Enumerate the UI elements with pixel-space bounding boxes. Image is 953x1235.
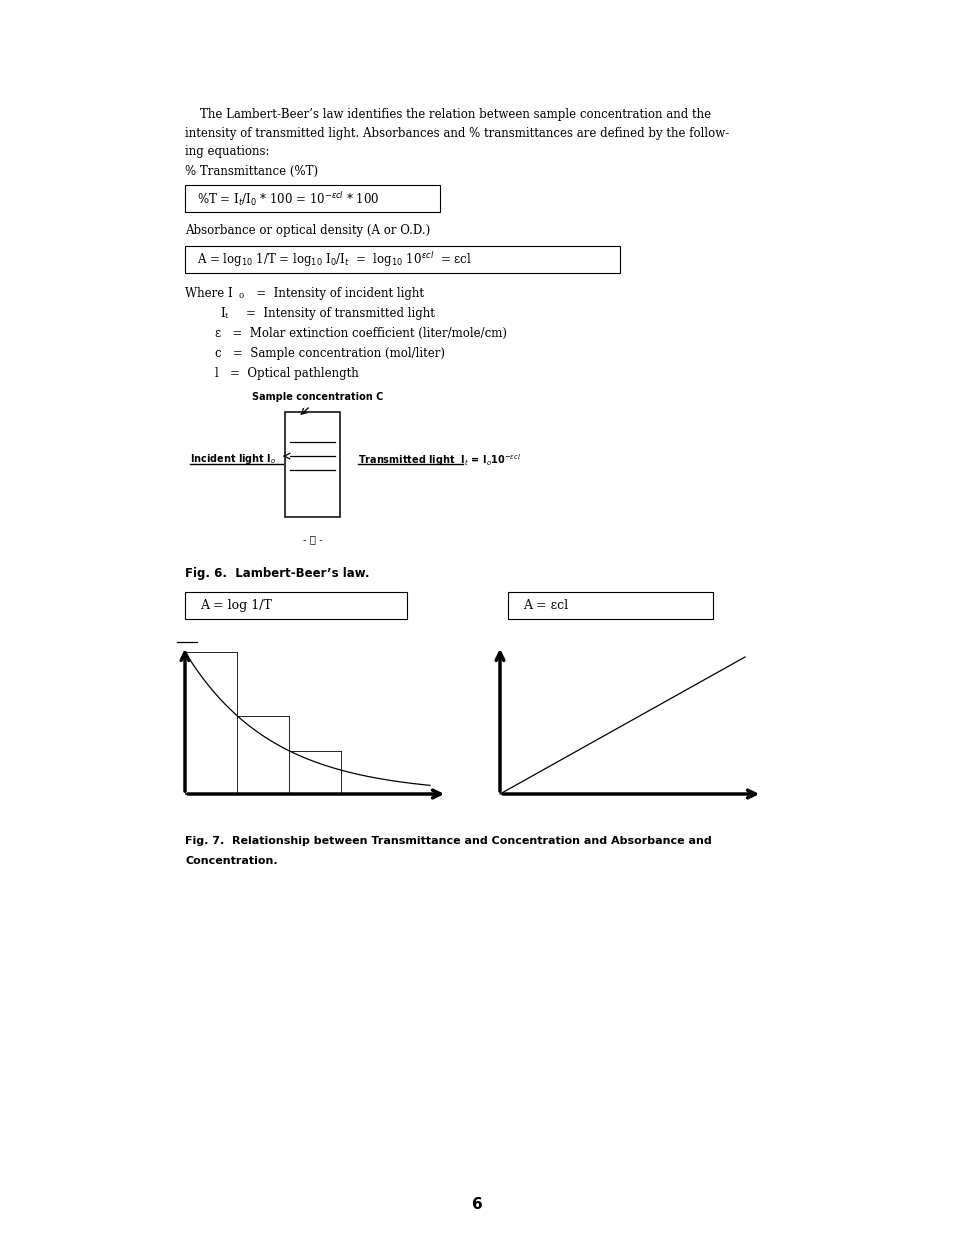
Text: =  Intensity of transmitted light: = Intensity of transmitted light	[231, 308, 435, 320]
Text: % Transmittance (%T): % Transmittance (%T)	[185, 165, 317, 178]
Text: Concentration.: Concentration.	[185, 856, 277, 866]
Bar	[285, 412, 339, 517]
Bar	[185, 246, 619, 273]
Text: - ℓ -: - ℓ -	[302, 535, 322, 543]
Text: I: I	[220, 308, 225, 320]
Text: Where I: Where I	[185, 287, 233, 300]
Text: A = εcl: A = εcl	[522, 599, 568, 613]
Text: Transmitted light  I$_t$ = I$_o$10$^{-εcl}$: Transmitted light I$_t$ = I$_o$10$^{-εcl…	[357, 452, 520, 468]
Text: A = log$_{10}$ 1/T = log$_{10}$ I$_0$/I$_t$  =  log$_{10}$ 10$^{εcl}$  = εcl: A = log$_{10}$ 1/T = log$_{10}$ I$_0$/I$…	[196, 249, 471, 269]
Text: %T = I$_t$/I$_0$ * 100 = 10$^{-εcl}$ * 100: %T = I$_t$/I$_0$ * 100 = 10$^{-εcl}$ * 1…	[196, 189, 379, 207]
Text: The Lambert-Beer’s law identifies the relation between sample concentration and : The Lambert-Beer’s law identifies the re…	[185, 107, 710, 121]
Text: Fig. 6.  Lambert-Beer’s law.: Fig. 6. Lambert-Beer’s law.	[185, 567, 369, 580]
Text: Fig. 7.  Relationship between Transmittance and Concentration and Absorbance and: Fig. 7. Relationship between Transmittan…	[185, 836, 711, 846]
Text: =  Intensity of incident light: = Intensity of incident light	[245, 287, 423, 300]
Bar	[185, 185, 439, 212]
Text: Absorbance or optical density (A or O.D.): Absorbance or optical density (A or O.D.…	[185, 224, 430, 237]
Text: t: t	[224, 312, 228, 320]
Text: Sample concentration C: Sample concentration C	[252, 391, 383, 403]
Text: 0: 0	[238, 291, 244, 300]
Text: A = log 1/T: A = log 1/T	[200, 599, 272, 613]
Text: ing equations:: ing equations:	[185, 144, 269, 158]
Text: ε   =  Molar extinction coefficient (liter/mole/cm): ε = Molar extinction coefficient (liter/…	[214, 327, 506, 340]
Text: 6: 6	[471, 1197, 482, 1212]
Text: Incident light I$_o$: Incident light I$_o$	[190, 452, 276, 466]
Bar	[185, 592, 407, 619]
Text: l   =  Optical pathlength: l = Optical pathlength	[214, 367, 358, 380]
Bar	[507, 592, 712, 619]
Text: intensity of transmitted light. Absorbances and % transmittances are defined by : intensity of transmitted light. Absorban…	[185, 126, 728, 140]
Text: c   =  Sample concentration (mol/liter): c = Sample concentration (mol/liter)	[214, 347, 444, 359]
